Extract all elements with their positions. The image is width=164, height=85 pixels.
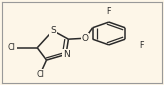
- Text: Cl: Cl: [37, 70, 44, 79]
- Text: F: F: [139, 41, 143, 50]
- Text: F: F: [107, 7, 111, 16]
- Text: Cl: Cl: [8, 43, 16, 52]
- Text: S: S: [50, 26, 56, 35]
- Text: O: O: [82, 34, 89, 43]
- Text: N: N: [63, 50, 69, 59]
